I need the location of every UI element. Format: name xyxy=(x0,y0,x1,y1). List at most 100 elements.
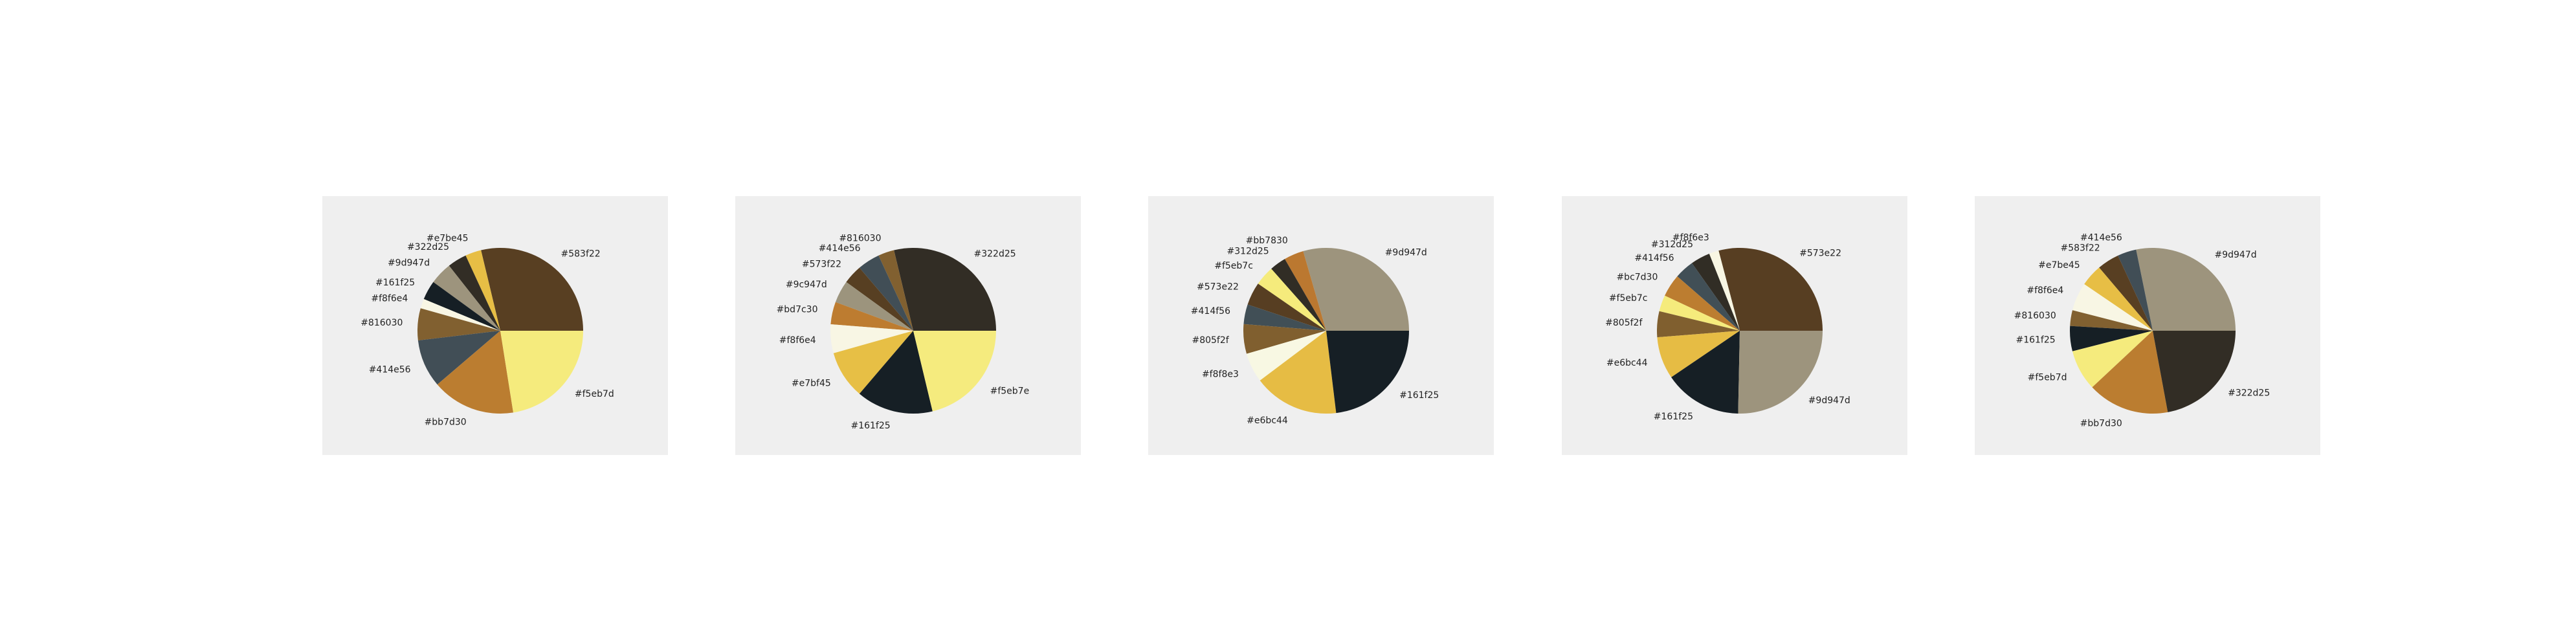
slice-label: #f5eb7c xyxy=(1609,293,1648,304)
pie-chart-panel-3: #9d947d #bb7830 #312d25 #f5eb7c #573e22 #414f… xyxy=(1148,196,1494,455)
pie-slice xyxy=(1692,254,1740,331)
pie-slice xyxy=(1665,276,1740,331)
slice-label: #312d25 xyxy=(1651,239,1693,250)
slice-label: #bb7830 xyxy=(1246,236,1288,246)
slice-label: #9d947d xyxy=(388,258,430,268)
pie-chart-panel-4: #573e22 #f8f6e3 #312d25 #414f56 #bc7d30 #f5eb… xyxy=(1562,196,1907,455)
pie-slice xyxy=(833,331,913,394)
pie-slice xyxy=(2072,331,2153,388)
pie-slice xyxy=(830,324,913,353)
pie-slice xyxy=(481,248,583,331)
pie-slice xyxy=(417,331,500,385)
slice-label: #573e22 xyxy=(1197,282,1239,293)
slice-label: #805f2f xyxy=(1192,335,1229,346)
slice-label: #f5eb7c xyxy=(1214,261,1253,271)
pie-slice xyxy=(1271,259,1326,331)
pie-slice xyxy=(433,265,500,331)
slice-label: #bd7c30 xyxy=(777,305,818,315)
slice-label: #e6bc44 xyxy=(1606,358,1648,368)
pie-slice xyxy=(449,255,500,331)
slice-label: #322d25 xyxy=(407,242,449,252)
pie-slice xyxy=(500,331,583,413)
slice-label: #bb7d30 xyxy=(425,417,467,428)
pie-slice xyxy=(1659,295,1740,331)
pie-chart-panel-1: #583f22 #e7be45 #322d25 #9d947d #161f25 #f8f6… xyxy=(322,196,668,455)
pie-slice xyxy=(878,250,913,331)
slice-label: #312d25 xyxy=(1227,246,1269,256)
pie-slice xyxy=(913,331,996,412)
pie-slice xyxy=(417,308,500,341)
slice-label: #414e56 xyxy=(2080,233,2122,243)
pie-slice xyxy=(1677,263,1740,331)
slice-label: #e7be45 xyxy=(2038,260,2080,271)
pie-slice xyxy=(830,302,913,331)
pie-chart-1: #583f22 #e7be45#322d25 #9d947d #161f25 #f8f6… xyxy=(361,233,614,428)
slice-label: #573e22 xyxy=(1799,248,1841,258)
pie-slice xyxy=(846,267,913,331)
pie-chart-3: #9d947d #bb7830#312d25 #f5eb7c #573e22 #414f… xyxy=(1191,236,1439,426)
pie-slice xyxy=(465,250,500,331)
pie-slice xyxy=(835,282,913,331)
pie-slice xyxy=(423,282,500,331)
slice-label: #161f25 xyxy=(1654,412,1693,422)
slice-label: #414f56 xyxy=(1634,253,1674,263)
pie-slice xyxy=(1247,331,1326,381)
slice-label: #583f22 xyxy=(2060,243,2100,254)
slice-label: #816030 xyxy=(2014,311,2056,321)
slice-label: #805f2f xyxy=(1605,318,1643,328)
pie-slice xyxy=(894,248,996,331)
pie-slice xyxy=(1303,247,1409,331)
slice-label: #f8f6e4 xyxy=(371,294,408,304)
pie-slice xyxy=(1671,331,1740,414)
pie-slice xyxy=(859,255,913,331)
pie-slice xyxy=(1656,311,1740,338)
slice-label: #9d947d xyxy=(2215,250,2257,260)
pie-slice xyxy=(1285,251,1326,331)
pie-chart-2: #322d25 #816030#414e56 #573f22 #9c947d #bd7c… xyxy=(777,233,1030,431)
pie-slice xyxy=(1718,247,1823,331)
pie-chart-4: #573e22 #f8f6e3#312d25 #414f56 #bc7d30 #f5eb… xyxy=(1605,233,1850,422)
pie-slice xyxy=(1247,283,1326,331)
slice-label: #f5eb7d xyxy=(575,389,614,399)
pie-slice xyxy=(2092,331,2168,414)
pie-slice xyxy=(1657,331,1740,377)
pie-slice xyxy=(437,331,514,414)
pie-chart-5: #9d947d #414e56#583f22 #e7be45 #f8f6e4 #8160… xyxy=(2014,233,2271,429)
slice-label: #322d25 xyxy=(2228,388,2270,399)
slice-label: #573f22 xyxy=(802,260,841,270)
slice-label: #9c947d xyxy=(786,280,827,290)
slice-label: #161f25 xyxy=(2015,335,2055,346)
pie-chart-panel-5: #9d947d #414e56 #583f22 #e7be45 #f8f6e4 #8160… xyxy=(1975,196,2320,455)
slice-label: #161f25 xyxy=(1399,390,1439,401)
slice-label: #f8f6e4 xyxy=(779,335,816,346)
pie-chart-panel-2: #322d25 #816030 #414e56 #573f22 #9c947d #bd7c… xyxy=(735,196,1081,455)
slice-label: #f8f8e3 xyxy=(1202,370,1239,380)
pie-slice xyxy=(859,331,933,414)
pie-slice xyxy=(2070,310,2153,331)
pie-slice xyxy=(2099,255,2153,331)
slice-label: #161f25 xyxy=(850,421,890,431)
slice-label: #322d25 xyxy=(974,249,1016,259)
pie-slice xyxy=(2069,326,2153,351)
pie-slice xyxy=(2072,283,2153,331)
pie-slice xyxy=(1243,324,1326,354)
pie-slice xyxy=(2118,249,2153,331)
pie-slice xyxy=(2153,331,2236,412)
slice-label: #f5eb7d xyxy=(2028,373,2067,383)
slice-label: #9d947d xyxy=(1385,247,1427,258)
pie-slice xyxy=(420,299,500,331)
pie-slice xyxy=(1326,331,1409,414)
slice-label: #161f25 xyxy=(375,278,415,288)
pie-slice xyxy=(1258,269,1326,331)
pie-slice xyxy=(1260,331,1337,414)
slice-label: #9d947d xyxy=(1808,395,1850,406)
slice-label: #414e56 xyxy=(369,365,411,375)
pie-slice xyxy=(1738,331,1823,414)
pie-slice xyxy=(2084,267,2153,331)
slice-label: #e6bc44 xyxy=(1247,416,1288,426)
slice-label: #816030 xyxy=(839,233,881,243)
slice-label: #f8f6e3 xyxy=(1672,233,1709,243)
pie-slice xyxy=(1709,250,1740,331)
slice-label: #e7be45 xyxy=(427,233,469,243)
